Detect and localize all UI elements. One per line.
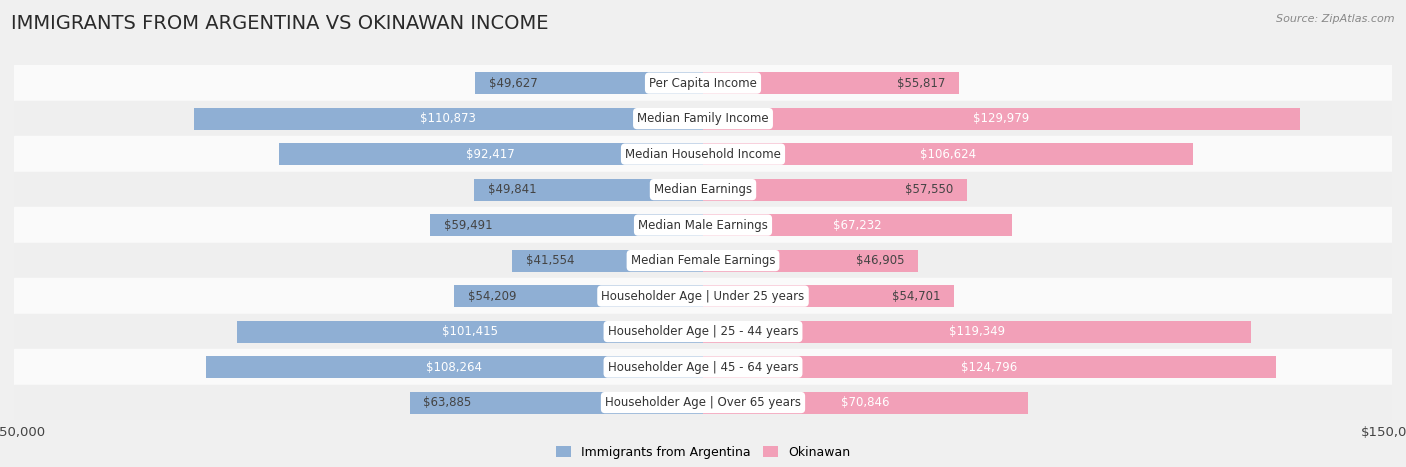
Text: $70,846: $70,846 xyxy=(841,396,890,409)
Text: $129,979: $129,979 xyxy=(973,112,1029,125)
Bar xyxy=(703,356,1277,378)
Bar xyxy=(703,214,1012,236)
Bar xyxy=(475,72,703,94)
Bar xyxy=(14,207,1392,243)
Text: Median Household Income: Median Household Income xyxy=(626,148,780,161)
Bar xyxy=(703,285,955,307)
Text: Median Family Income: Median Family Income xyxy=(637,112,769,125)
Bar xyxy=(703,143,1192,165)
Bar xyxy=(703,72,959,94)
Text: $49,841: $49,841 xyxy=(488,183,537,196)
Bar xyxy=(14,172,1392,207)
Bar xyxy=(14,136,1392,172)
Text: $41,554: $41,554 xyxy=(526,254,575,267)
Bar xyxy=(703,107,1301,130)
Bar xyxy=(14,314,1392,349)
Text: Source: ZipAtlas.com: Source: ZipAtlas.com xyxy=(1277,14,1395,24)
Text: Householder Age | 45 - 64 years: Householder Age | 45 - 64 years xyxy=(607,361,799,374)
Bar xyxy=(14,278,1392,314)
Text: $101,415: $101,415 xyxy=(441,325,498,338)
Text: $59,491: $59,491 xyxy=(443,219,492,232)
Text: IMMIGRANTS FROM ARGENTINA VS OKINAWAN INCOME: IMMIGRANTS FROM ARGENTINA VS OKINAWAN IN… xyxy=(11,14,548,33)
Bar xyxy=(14,65,1392,101)
Text: $63,885: $63,885 xyxy=(423,396,471,409)
Text: $92,417: $92,417 xyxy=(467,148,515,161)
Bar xyxy=(454,285,703,307)
Bar xyxy=(703,391,1028,414)
Bar xyxy=(238,320,703,343)
Text: $54,209: $54,209 xyxy=(468,290,516,303)
Bar xyxy=(14,385,1392,420)
Text: Median Male Earnings: Median Male Earnings xyxy=(638,219,768,232)
Bar xyxy=(278,143,703,165)
Text: $54,701: $54,701 xyxy=(891,290,941,303)
Text: Median Earnings: Median Earnings xyxy=(654,183,752,196)
Text: $46,905: $46,905 xyxy=(856,254,904,267)
Text: Median Female Earnings: Median Female Earnings xyxy=(631,254,775,267)
Text: Householder Age | Under 25 years: Householder Age | Under 25 years xyxy=(602,290,804,303)
Text: $67,232: $67,232 xyxy=(834,219,882,232)
Text: Householder Age | 25 - 44 years: Householder Age | 25 - 44 years xyxy=(607,325,799,338)
Text: $57,550: $57,550 xyxy=(905,183,953,196)
Bar xyxy=(14,101,1392,136)
Text: $55,817: $55,817 xyxy=(897,77,946,90)
Bar xyxy=(194,107,703,130)
Text: $124,796: $124,796 xyxy=(962,361,1018,374)
Legend: Immigrants from Argentina, Okinawan: Immigrants from Argentina, Okinawan xyxy=(551,441,855,464)
Text: $110,873: $110,873 xyxy=(420,112,477,125)
Bar xyxy=(703,320,1251,343)
Bar xyxy=(205,356,703,378)
Bar xyxy=(430,214,703,236)
Bar xyxy=(703,249,918,272)
Bar xyxy=(512,249,703,272)
Bar xyxy=(409,391,703,414)
Text: $49,627: $49,627 xyxy=(489,77,537,90)
Bar xyxy=(703,178,967,201)
Bar xyxy=(14,349,1392,385)
Text: $108,264: $108,264 xyxy=(426,361,482,374)
Bar xyxy=(14,243,1392,278)
Text: Per Capita Income: Per Capita Income xyxy=(650,77,756,90)
Text: $119,349: $119,349 xyxy=(949,325,1005,338)
Text: Householder Age | Over 65 years: Householder Age | Over 65 years xyxy=(605,396,801,409)
Bar xyxy=(474,178,703,201)
Text: $106,624: $106,624 xyxy=(920,148,976,161)
